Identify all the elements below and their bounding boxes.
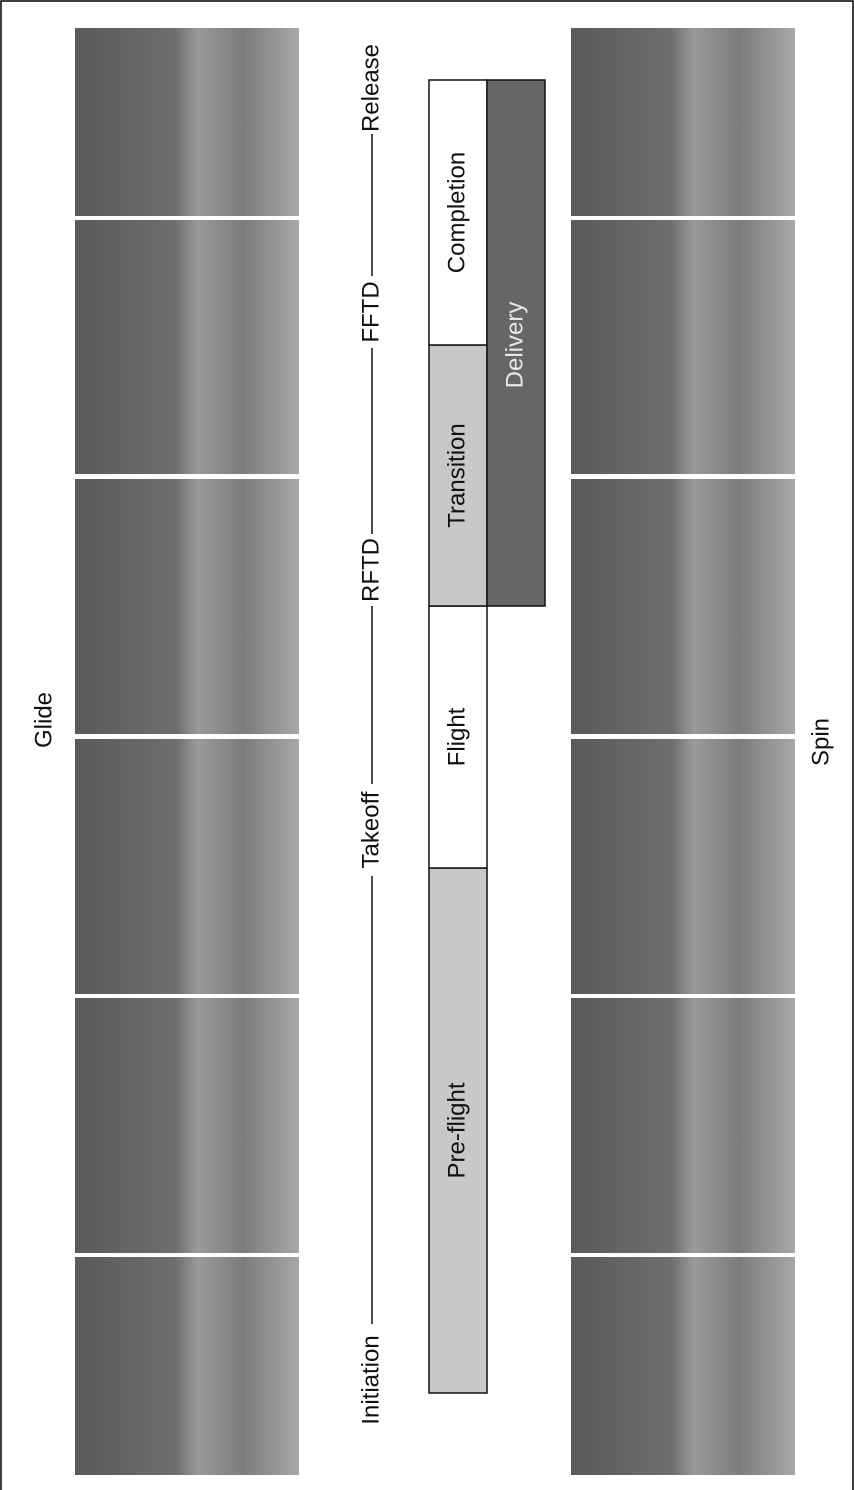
phase-bar bbox=[428, 344, 488, 607]
phase-bar bbox=[428, 79, 488, 346]
phase-label: Pre-flight bbox=[443, 1082, 470, 1178]
photo-strips bbox=[75, 28, 795, 1475]
event-timeline: Initiation Takeoff RFTD FFTD Release bbox=[357, 44, 384, 1425]
photo-frame bbox=[571, 28, 795, 216]
photo-frame bbox=[75, 998, 299, 1253]
phase-bars: Pre-flight Flight Transition Completion Deli… bbox=[428, 79, 546, 1394]
photo-frame bbox=[75, 739, 299, 994]
event-label: Initiation bbox=[357, 1335, 384, 1424]
spin-label: Spin bbox=[807, 718, 834, 766]
glide-label: Glide bbox=[30, 692, 57, 748]
event-label: Release bbox=[357, 44, 384, 132]
photo-frame bbox=[571, 479, 795, 734]
delivery-label: Delivery bbox=[501, 302, 528, 389]
photo-frame bbox=[75, 1257, 299, 1475]
delivery-bar bbox=[486, 79, 546, 607]
event-label: FFTD bbox=[357, 281, 384, 342]
photo-frame bbox=[75, 479, 299, 734]
phase-label: Transition bbox=[443, 423, 470, 527]
phase-label: Completion bbox=[443, 152, 470, 273]
event-label: RFTD bbox=[357, 538, 384, 602]
photo-frame bbox=[571, 1257, 795, 1475]
photo-frame bbox=[571, 739, 795, 994]
phase-bar bbox=[428, 605, 488, 869]
photo-frame bbox=[571, 220, 795, 474]
phase-label: Flight bbox=[443, 707, 470, 766]
photo-frame bbox=[571, 998, 795, 1253]
event-label: Takeoff bbox=[357, 791, 384, 868]
photo-frame bbox=[75, 28, 299, 216]
photo-frame bbox=[75, 220, 299, 474]
